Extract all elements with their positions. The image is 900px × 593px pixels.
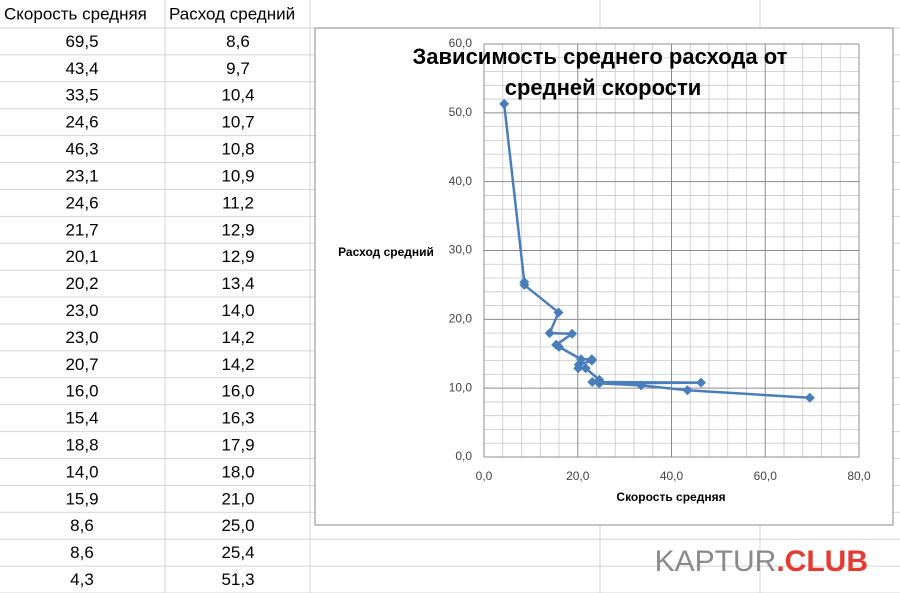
cell: 25,0 <box>221 516 254 535</box>
data-marker <box>696 377 707 388</box>
y-tick-label: 0,0 <box>455 449 472 463</box>
cell: 15,4 <box>65 409 98 428</box>
cell: 69,5 <box>65 32 98 51</box>
y-tick-label: 10,0 <box>449 380 473 394</box>
cell: 14,2 <box>221 355 254 374</box>
cell: 43,4 <box>65 59 98 78</box>
cell: 16,3 <box>221 409 254 428</box>
cell: 11,2 <box>222 193 254 212</box>
column-header: Скорость средняя <box>4 4 147 23</box>
cell: 46,3 <box>65 140 98 159</box>
cell: 23,0 <box>65 328 98 347</box>
x-tick-label: 60,0 <box>754 469 778 483</box>
data-marker <box>499 98 510 109</box>
cell: 25,4 <box>221 543 254 562</box>
cell: 16,0 <box>65 382 98 401</box>
y-tick-label: 20,0 <box>449 312 473 326</box>
cell: 20,1 <box>65 247 98 266</box>
data-marker <box>576 354 587 365</box>
cell: 23,1 <box>65 166 98 185</box>
data-marker <box>551 339 562 350</box>
y-tick-label: 30,0 <box>449 243 473 257</box>
watermark-suffix: .CLUB <box>776 545 868 578</box>
cell: 21,7 <box>65 220 98 239</box>
cell: 24,6 <box>65 193 98 212</box>
cell: 20,2 <box>65 274 98 293</box>
y-tick-label: 50,0 <box>449 105 473 119</box>
cell: 15,9 <box>65 489 98 508</box>
data-marker <box>580 363 591 374</box>
data-marker <box>544 328 555 339</box>
cell: 9,7 <box>226 59 250 78</box>
cell: 18,0 <box>221 462 254 481</box>
data-marker <box>804 392 815 403</box>
cell: 13,4 <box>221 274 254 293</box>
data-marker <box>567 328 578 339</box>
cell: 14,0 <box>221 301 254 320</box>
cell: 16,0 <box>221 382 254 401</box>
x-tick-label: 40,0 <box>660 469 684 483</box>
cell: 10,7 <box>221 113 254 132</box>
cell: 10,4 <box>221 86 254 105</box>
data-marker <box>594 374 605 385</box>
cell: 24,6 <box>65 113 98 132</box>
cell: 10,9 <box>221 166 254 185</box>
cell: 20,7 <box>65 355 98 374</box>
data-marker <box>636 380 647 391</box>
cell: 12,9 <box>221 247 254 266</box>
cell: 14,2 <box>221 328 254 347</box>
watermark-main: KAPTUR <box>655 545 777 578</box>
cell: 17,9 <box>221 436 254 455</box>
watermark: KAPTUR.CLUB <box>655 545 868 578</box>
cell: 51,3 <box>221 570 254 589</box>
y-tick-label: 40,0 <box>449 174 473 188</box>
data-marker <box>553 307 564 318</box>
cell: 33,5 <box>65 86 98 105</box>
chart-frame <box>314 27 894 526</box>
cell: 23,0 <box>65 301 98 320</box>
x-tick-label: 20,0 <box>566 469 590 483</box>
cell: 8,6 <box>70 543 94 562</box>
column-header: Расход средний <box>169 4 295 23</box>
cell: 8,6 <box>70 516 94 535</box>
cell: 8,6 <box>226 32 250 51</box>
data-marker <box>682 385 693 396</box>
y-axis-label: Расход средний <box>338 245 434 259</box>
x-tick-label: 80,0 <box>847 469 871 483</box>
x-tick-label: 0,0 <box>476 469 493 483</box>
cell: 12,9 <box>221 220 254 239</box>
y-tick-label: 60,0 <box>449 36 473 50</box>
data-marker <box>586 354 597 365</box>
cell: 10,8 <box>221 140 254 159</box>
x-axis-label: Скорость средняя <box>616 490 725 504</box>
cell: 4,3 <box>70 570 94 589</box>
cell: 14,0 <box>65 462 98 481</box>
cell: 21,0 <box>221 489 254 508</box>
cell: 18,8 <box>65 436 98 455</box>
data-marker <box>519 277 530 288</box>
chart-title: Зависимость среднего расхода от средней … <box>413 44 794 100</box>
